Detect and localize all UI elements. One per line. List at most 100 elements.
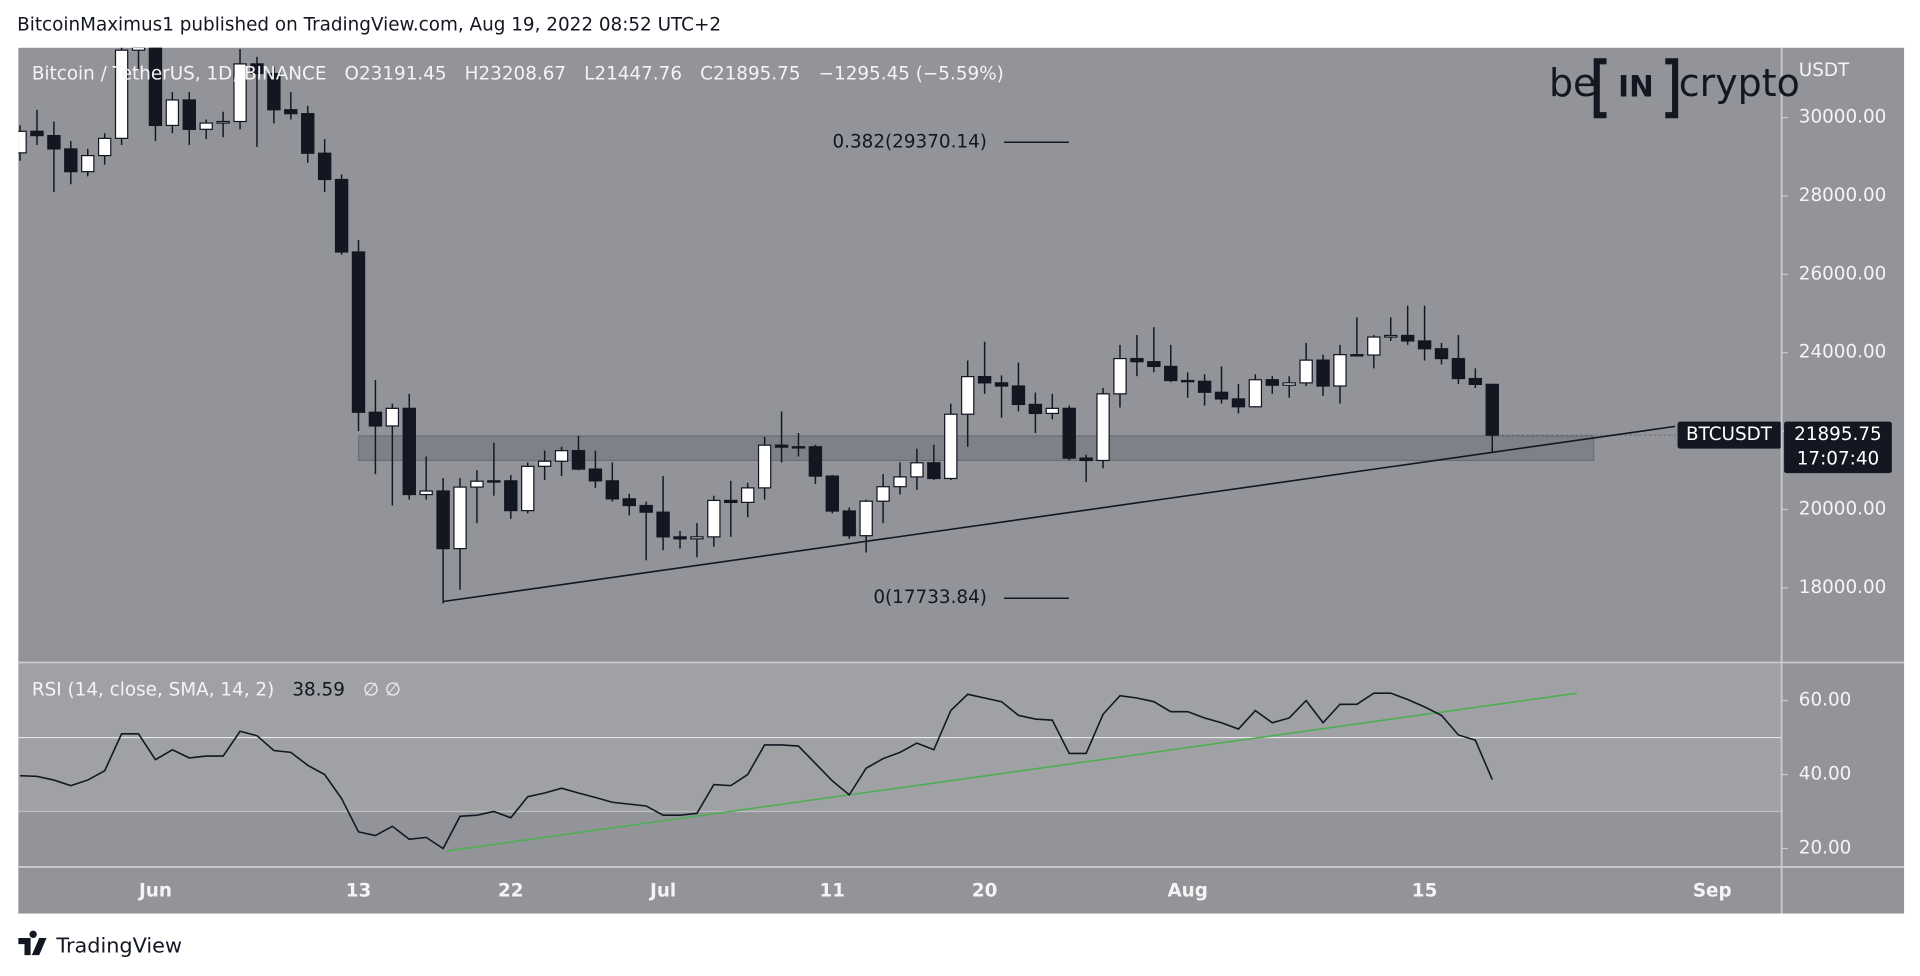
candle-body xyxy=(1451,357,1466,380)
x-tick-label: Sep xyxy=(1693,880,1732,901)
rsi-title: RSI (14, close, SMA, 14, 2) xyxy=(32,680,274,701)
candle-body xyxy=(114,49,129,139)
candle-body xyxy=(487,480,501,483)
candle-body xyxy=(859,500,873,537)
ohlc-label: C xyxy=(700,64,713,85)
candle-body xyxy=(30,130,44,137)
candle-body xyxy=(402,407,416,496)
y-tick-label: 20000.00 xyxy=(1799,498,1887,519)
candle-body xyxy=(656,511,670,538)
y-tick-label: 28000.00 xyxy=(1799,185,1887,206)
candle-body xyxy=(47,134,61,150)
logo: be IN crypto xyxy=(1549,58,1800,119)
x-tick-label: 13 xyxy=(346,880,372,901)
candle-body xyxy=(301,113,315,154)
candle-body xyxy=(1062,407,1076,459)
ohlc-value: 23208.67 xyxy=(478,64,566,85)
candle-body xyxy=(690,536,704,540)
candle-body xyxy=(893,476,907,488)
candle-body xyxy=(825,475,840,512)
candle-body xyxy=(1045,407,1060,415)
support-zone xyxy=(357,435,1595,462)
y-tick-label: 40.00 xyxy=(1799,764,1852,785)
candle-body xyxy=(470,480,484,488)
ohlc-label: O xyxy=(345,64,359,85)
candle-body xyxy=(81,154,95,173)
ohlc-label: H xyxy=(465,64,479,85)
candle-body xyxy=(1417,340,1432,350)
candle-body xyxy=(521,465,535,512)
candle-body xyxy=(64,148,78,173)
brand: TradingView xyxy=(18,930,182,958)
candle-body xyxy=(910,462,924,478)
x-tick-label: 20 xyxy=(972,880,998,901)
fib-label: 0(17733.84) xyxy=(873,587,987,608)
rsi-extra: ∅ ∅ xyxy=(363,680,401,701)
rsi-value: 38.59 xyxy=(292,680,345,701)
candle-body xyxy=(1316,359,1330,387)
candle-body xyxy=(1468,377,1483,385)
chart-frame xyxy=(18,47,1905,914)
candle-body xyxy=(334,178,349,253)
candle-body xyxy=(588,468,603,482)
candle-body xyxy=(622,498,636,507)
candle-body xyxy=(182,99,196,130)
candle-body xyxy=(1214,391,1229,400)
candle-body xyxy=(1197,380,1212,393)
candle-body xyxy=(1028,403,1043,415)
rsi-trendline xyxy=(446,692,1577,852)
legend: Bitcoin / TetherUS, 1D, BINANCE O23191.4… xyxy=(32,64,1004,85)
candle-body xyxy=(1096,393,1110,462)
candle-body xyxy=(1248,379,1263,408)
candle-body xyxy=(537,460,552,467)
candle-body xyxy=(791,446,806,449)
candle-body xyxy=(1384,334,1398,338)
candle-body xyxy=(1231,398,1246,408)
candle-body xyxy=(419,490,433,496)
candle-body xyxy=(927,462,941,480)
y-tick-label: 60.00 xyxy=(1799,690,1852,711)
x-tick-label: 11 xyxy=(820,880,846,901)
candle-body xyxy=(250,63,264,75)
candle-body xyxy=(1333,354,1347,387)
y-tick-label: 20.00 xyxy=(1799,837,1852,858)
candle-body xyxy=(1147,361,1161,368)
x-tick-label: 22 xyxy=(498,880,524,901)
ohlc-value: 23191.45 xyxy=(359,64,447,85)
candle-body xyxy=(453,486,467,550)
candle-body xyxy=(165,99,180,127)
logo-text: crypto xyxy=(1679,61,1800,105)
candle-body xyxy=(707,499,721,538)
candle-body xyxy=(842,510,856,537)
candle-body xyxy=(131,47,146,51)
candle-body xyxy=(1485,383,1499,436)
candle-body xyxy=(757,444,772,489)
candle-body xyxy=(1180,379,1195,383)
y-tick-label: 24000.00 xyxy=(1799,342,1887,363)
candle-body xyxy=(351,251,366,413)
change: −1295.45 (−5.59%) xyxy=(819,64,1004,85)
candle-body xyxy=(554,450,569,462)
candle-body xyxy=(876,486,890,502)
symbol-tag xyxy=(1677,421,1782,449)
candle-body xyxy=(774,444,789,448)
candle-body xyxy=(1130,357,1144,363)
candle-body xyxy=(1299,359,1313,384)
candle-body xyxy=(960,375,975,415)
candle-body xyxy=(1079,457,1093,462)
candle-body xyxy=(1265,379,1279,386)
logo-text: IN xyxy=(1618,70,1654,104)
candle-body xyxy=(284,109,298,115)
rsi-legend: RSI (14, close, SMA, 14, 2) 38.59 ∅ ∅ xyxy=(32,680,401,701)
candle-body xyxy=(1113,357,1127,395)
candle-body xyxy=(436,490,450,550)
candle-body xyxy=(994,382,1009,387)
candle-body xyxy=(808,446,823,477)
candle-body xyxy=(724,499,738,503)
candle-body xyxy=(1282,382,1296,386)
candle-body xyxy=(267,72,281,111)
ohlc-value: 21447.76 xyxy=(594,64,682,85)
logo-text: be xyxy=(1549,61,1596,105)
